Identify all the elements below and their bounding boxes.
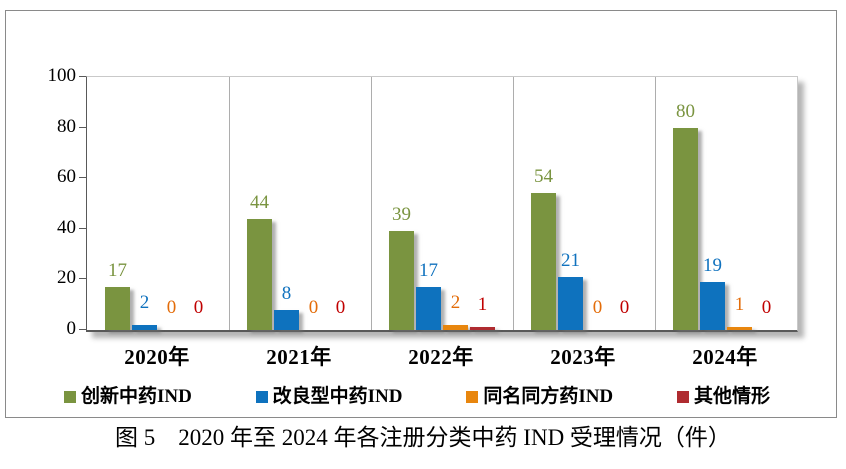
bar-value-label: 0 bbox=[592, 297, 603, 318]
bar-value-label: 0 bbox=[166, 297, 177, 318]
bar-value-label: 0 bbox=[761, 297, 772, 318]
bar-value-label: 21 bbox=[561, 250, 580, 271]
y-axis-tick-mark bbox=[79, 278, 86, 280]
bar bbox=[531, 193, 556, 330]
bar-value-label: 0 bbox=[308, 297, 319, 318]
category-label: 2021年 bbox=[266, 345, 332, 369]
legend-item: 同名同方药IND bbox=[466, 386, 613, 408]
bar-value-label: 44 bbox=[250, 192, 269, 213]
legend-label: 创新中药IND bbox=[81, 386, 192, 407]
y-axis-tick-mark bbox=[79, 329, 86, 330]
bar bbox=[132, 325, 157, 330]
legend-swatch-icon bbox=[466, 391, 479, 403]
y-axis-tick-label: 80 bbox=[57, 115, 76, 137]
legend-item: 其他情形 bbox=[676, 386, 770, 408]
bar-value-label: 1 bbox=[734, 294, 745, 315]
bar bbox=[470, 327, 495, 330]
legend-item: 创新中药IND bbox=[64, 386, 192, 408]
legend-label: 同名同方药IND bbox=[483, 386, 614, 407]
bar bbox=[247, 219, 272, 330]
legend: 创新中药IND 改良型中药IND 同名同方药IND 其他情形 bbox=[64, 385, 770, 409]
bar-value-label: 0 bbox=[335, 297, 346, 318]
bar bbox=[416, 287, 441, 330]
legend-swatch-icon bbox=[64, 391, 76, 403]
bar-value-label: 2 bbox=[139, 292, 150, 313]
legend-swatch-icon bbox=[255, 391, 268, 403]
legend-item: 改良型中药IND bbox=[255, 386, 403, 408]
bar bbox=[673, 128, 698, 330]
bar-value-label: 54 bbox=[534, 166, 553, 187]
category-label: 2023年 bbox=[550, 345, 616, 369]
category-label: 2022年 bbox=[408, 345, 474, 369]
x-axis-category-labels: 2020年 2021年 2022年 2023年 2024年 bbox=[86, 341, 796, 369]
figure-caption: 图 5 2020 年至 2024 年各注册分类中药 IND 受理情况（件） bbox=[115, 425, 731, 450]
y-axis-tick-label: 0 bbox=[66, 318, 77, 339]
chart-border-box: 100 80 60 40 20 0 17 2 0 0 44 8 0 0 39 17 2 1 54 21 0 0 80 19 1… bbox=[5, 10, 837, 418]
y-axis-tick-label: 60 bbox=[57, 166, 76, 188]
bar bbox=[727, 327, 752, 330]
category-divider-line bbox=[513, 77, 514, 330]
bar-value-label: 17 bbox=[108, 260, 127, 281]
bar bbox=[389, 231, 414, 330]
bar-value-label: 0 bbox=[619, 297, 630, 318]
legend-label: 其他情形 bbox=[693, 386, 770, 407]
category-divider-line bbox=[655, 77, 656, 330]
bar bbox=[105, 287, 130, 330]
bar-value-label: 39 bbox=[392, 204, 411, 225]
y-axis-tick-label: 40 bbox=[57, 216, 76, 238]
category-divider-line bbox=[371, 77, 372, 330]
bar-value-label: 8 bbox=[281, 283, 292, 304]
bar-value-label: 2 bbox=[450, 292, 461, 313]
category-divider-line bbox=[229, 77, 230, 330]
legend-label: 改良型中药IND bbox=[272, 386, 403, 407]
bar-value-label: 80 bbox=[676, 101, 695, 122]
y-axis-tick-mark bbox=[79, 227, 86, 229]
legend-swatch-icon bbox=[676, 391, 689, 403]
bar bbox=[558, 277, 583, 330]
y-axis-tick-label: 100 bbox=[47, 65, 77, 86]
bar-value-label: 1 bbox=[477, 294, 488, 315]
category-label: 2024年 bbox=[692, 345, 758, 369]
category-label: 2020年 bbox=[124, 345, 190, 369]
bar bbox=[443, 325, 468, 330]
bar-value-label: 19 bbox=[703, 255, 722, 276]
bar bbox=[274, 310, 299, 330]
bar bbox=[700, 282, 725, 330]
bar-value-label: 17 bbox=[419, 260, 438, 281]
y-axis-tick-mark bbox=[79, 177, 86, 179]
y-axis-tick-label: 20 bbox=[57, 267, 76, 289]
plot-area: 17 2 0 0 44 8 0 0 39 17 2 1 54 21 0 0 80 19 1 0 bbox=[86, 76, 798, 332]
y-axis-tick-mark bbox=[79, 126, 86, 128]
bar-value-label: 0 bbox=[193, 297, 204, 318]
y-axis-tick-mark bbox=[79, 76, 86, 77]
